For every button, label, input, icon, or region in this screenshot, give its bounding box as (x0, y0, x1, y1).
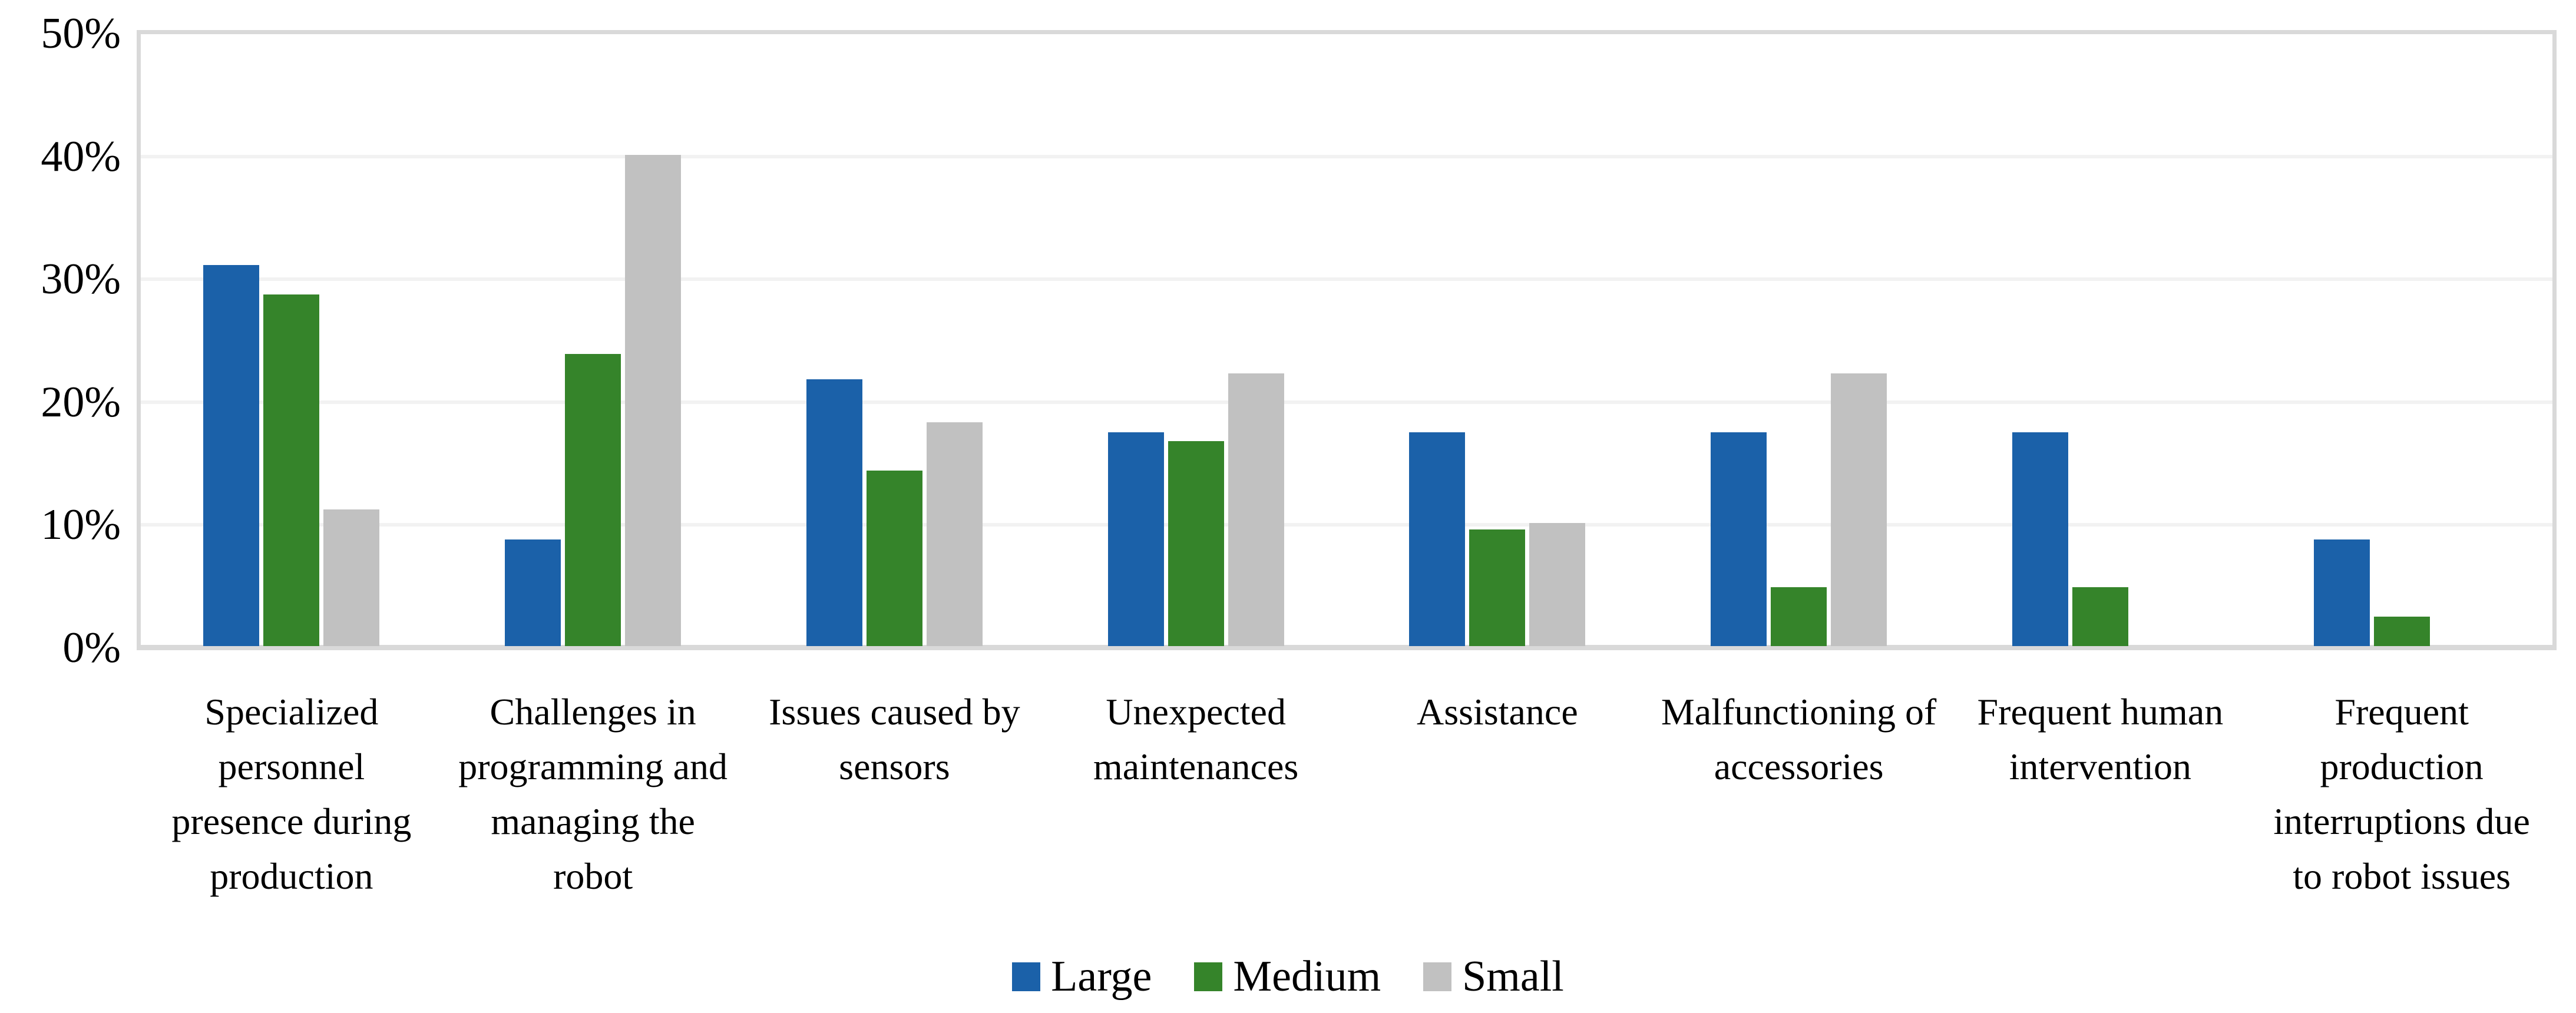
bar-medium-category-4 (1469, 529, 1526, 646)
y-tick-label-50: 50% (41, 9, 121, 58)
bar-medium-category-6 (2072, 587, 2128, 646)
y-tick-label-40: 40% (41, 132, 121, 181)
y-tick-label-10: 10% (41, 501, 121, 549)
bar-large-category-1 (505, 539, 561, 646)
bar-medium-category-5 (1771, 587, 1827, 646)
gridline-30 (141, 277, 2552, 282)
bar-medium-category-7 (2373, 616, 2430, 646)
legend-item-medium: Medium (1194, 955, 1381, 998)
category-label-4: Assistance (1417, 691, 1578, 733)
bar-large-category-3 (1107, 432, 1164, 646)
legend-item-large: Large (1012, 955, 1152, 998)
gridline-10 (141, 523, 2552, 527)
y-tick-label-0: 0% (62, 624, 121, 672)
plot-border-right (2552, 30, 2557, 650)
bar-large-category-2 (806, 379, 862, 646)
legend: Large Medium Small (0, 940, 2576, 1013)
category-label-5: Malfunctioning of accessories (1661, 691, 1937, 787)
plot-border-top (137, 30, 2557, 34)
bar-large-category-5 (1711, 432, 1767, 646)
bar-large-category-4 (1409, 432, 1466, 646)
bar-medium-category-1 (565, 353, 621, 646)
legend-swatch-small (1423, 962, 1452, 991)
bar-small-category-3 (1228, 373, 1284, 646)
y-tick-label-20: 20% (41, 378, 121, 426)
x-axis-line (137, 645, 2557, 650)
category-label-6: Frequent human intervention (1977, 691, 2224, 787)
bar-large-category-6 (2012, 432, 2068, 646)
gridline-20 (141, 400, 2552, 404)
bar-medium-category-3 (1168, 441, 1224, 646)
gridline-40 (141, 154, 2552, 158)
y-axis-line (137, 30, 141, 650)
legend-label-medium: Medium (1233, 952, 1381, 1001)
category-label-0: Specialized personnel presence during pr… (171, 691, 412, 897)
bar-small-category-4 (1529, 523, 1586, 646)
category-label-7: Frequent production interruptions due to… (2273, 691, 2530, 897)
category-label-1: Challenges in programming and managing t… (458, 691, 728, 897)
bar-small-category-1 (625, 154, 682, 646)
y-tick-label-30: 30% (41, 255, 121, 304)
bar-large-category-0 (203, 265, 260, 646)
bar-small-category-5 (1831, 373, 1887, 646)
category-label-3: Unexpected maintenances (1093, 691, 1299, 787)
bar-large-category-7 (2313, 539, 2370, 646)
category-label-2: Issues caused by sensors (769, 691, 1020, 787)
legend-swatch-medium (1194, 962, 1223, 991)
bar-medium-category-2 (866, 470, 922, 646)
legend-label-small: Small (1462, 952, 1564, 1001)
legend-swatch-large (1012, 962, 1041, 991)
legend-label-large: Large (1051, 952, 1152, 1001)
legend-item-small: Small (1423, 955, 1564, 998)
bar-small-category-2 (926, 422, 983, 646)
bar-medium-category-0 (263, 294, 320, 646)
bar-small-category-0 (323, 509, 380, 646)
